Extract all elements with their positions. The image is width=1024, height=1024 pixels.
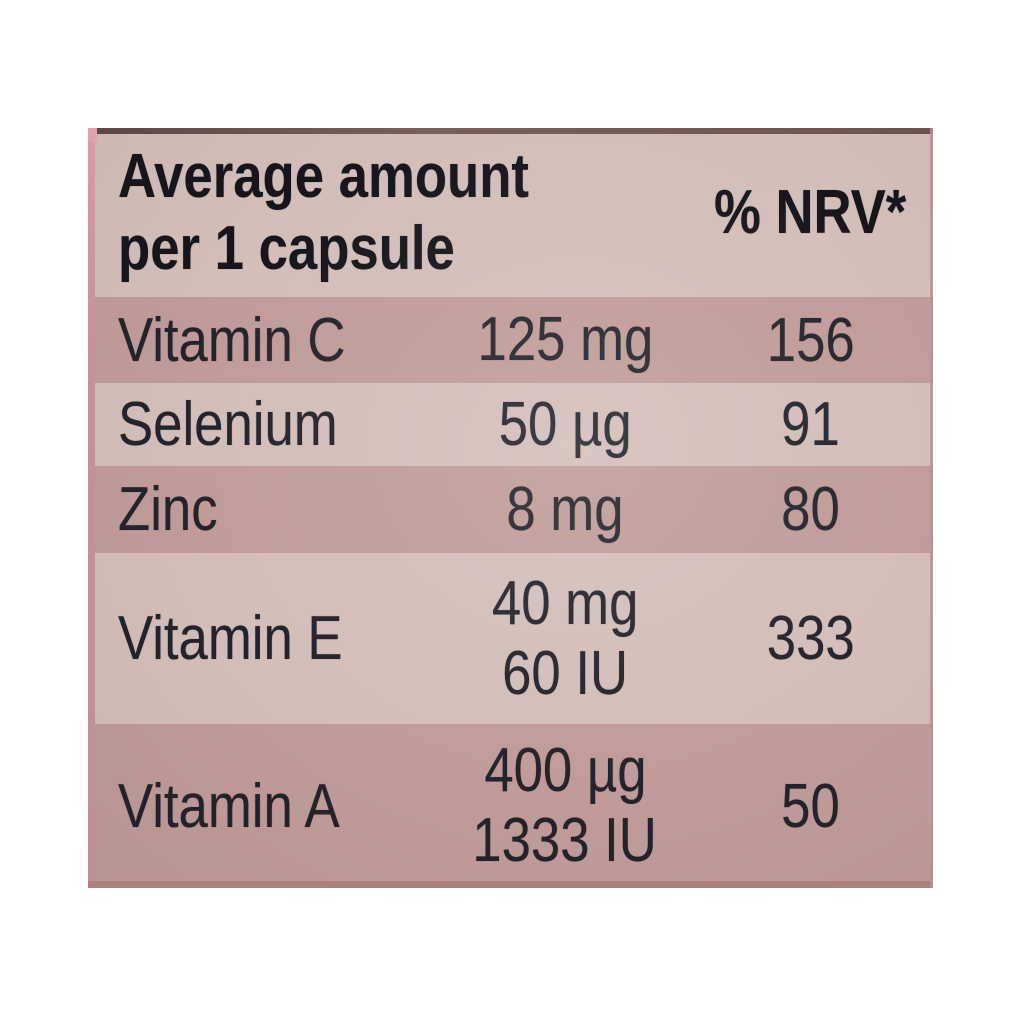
header-nrv-label: % NRV* [714, 178, 907, 247]
nutrient-nrv-cell: 50 [702, 771, 933, 842]
nutrient-name: Vitamin A [118, 771, 340, 841]
table-row-selenium: Selenium 50 µg 91 [88, 383, 933, 466]
nutrient-name-cell: Selenium [88, 389, 428, 460]
nutrition-table: Average amount per 1 capsule % NRV* Vita… [88, 128, 933, 888]
table-row-vitamin-c: Vitamin C 125 mg 156 [88, 297, 933, 383]
header-amount-label-line2: per 1 capsule [118, 213, 455, 283]
nutrient-amount-cell: 8 mg [428, 475, 702, 545]
table-row-vitamin-e: Vitamin E 40 mg 60 IU 333 [88, 553, 933, 724]
nutrient-nrv: 50 [781, 771, 840, 841]
nutrient-nrv: 156 [766, 305, 855, 375]
nutrient-name: Selenium [118, 390, 338, 459]
nutrient-name: Vitamin E [118, 604, 343, 673]
nutrient-name-cell: Vitamin C [88, 305, 428, 376]
nutrient-amount: 8 mg [506, 474, 624, 544]
table-row-zinc: Zinc 8 mg 80 [88, 466, 933, 553]
nutrient-name: Zinc [118, 475, 218, 544]
header-amount-label: Average amount per 1 capsule [88, 141, 702, 285]
nutrient-amount-cell: 50 µg [428, 390, 702, 460]
nutrient-amount-line1: 40 mg [491, 568, 639, 638]
nutrient-amount: 125 mg [477, 305, 653, 374]
nutrient-name-cell: Vitamin A [88, 771, 428, 842]
nutrient-nrv: 91 [781, 390, 840, 459]
nutrient-amount-cell: 400 µg 1333 IU [428, 736, 702, 876]
nutrient-nrv-cell: 156 [702, 305, 933, 376]
nutrient-amount-cell: 40 mg 60 IU [428, 569, 702, 709]
nutrient-nrv-cell: 80 [702, 474, 933, 545]
nutrient-nrv: 333 [766, 604, 855, 673]
header-amount-label-line1: Average amount [118, 141, 529, 211]
nutrient-amount-line2: 1333 IU [472, 806, 658, 875]
table-header: Average amount per 1 capsule % NRV* [88, 128, 933, 297]
nutrient-name: Vitamin C [118, 305, 346, 375]
nutrient-amount-cell: 125 mg [428, 305, 702, 375]
nutrient-amount-line1: 400 µg [483, 736, 647, 805]
nutrient-nrv-cell: 333 [702, 603, 933, 674]
nutrient-amount-line2: 60 IU [502, 638, 628, 708]
nutrient-name-cell: Vitamin E [88, 603, 428, 674]
header-nrv-cell: % NRV* [702, 177, 933, 248]
nutrient-nrv: 80 [781, 475, 840, 544]
nutrient-nrv-cell: 91 [702, 389, 933, 460]
table-row-vitamin-a: Vitamin A 400 µg 1333 IU 50 [88, 724, 933, 888]
nutrient-name-cell: Zinc [88, 474, 428, 545]
nutrient-amount: 50 µg [498, 389, 632, 459]
